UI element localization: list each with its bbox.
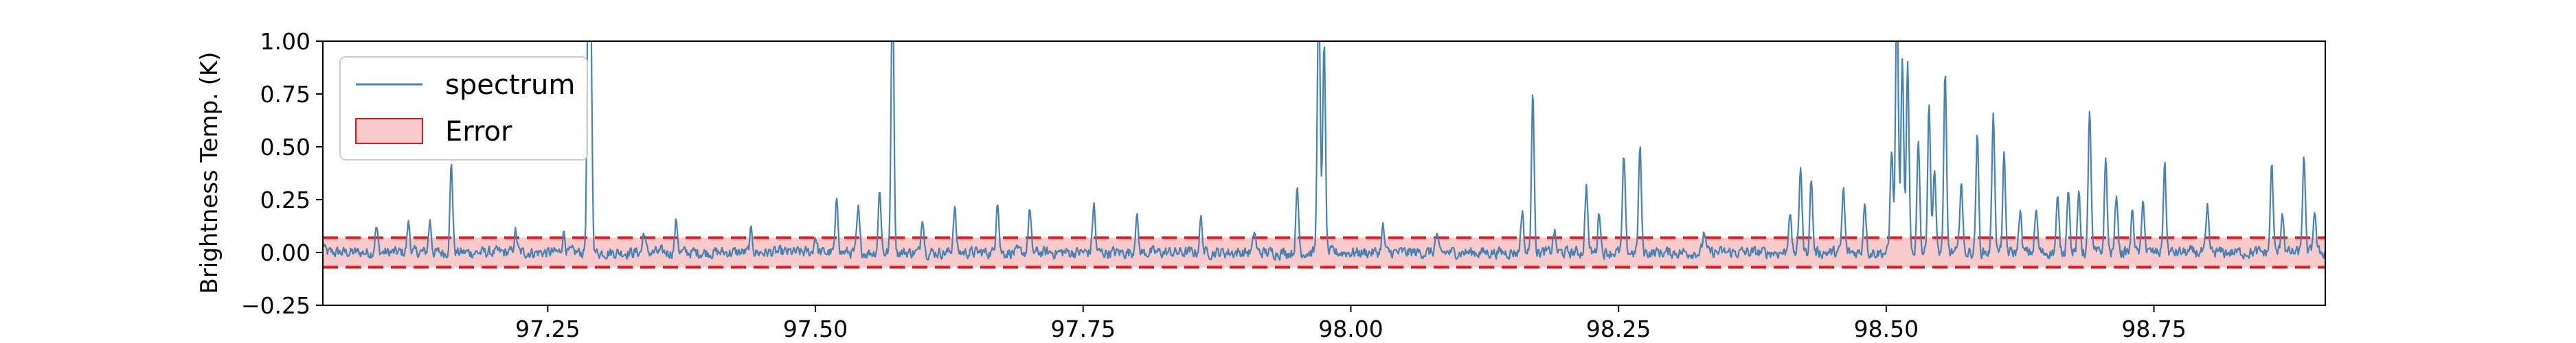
y-tick-label: 0.00 [260, 239, 310, 266]
legend: spectrum Error [339, 56, 588, 161]
legend-error-label: Error [445, 116, 512, 147]
x-tick-label: 98.75 [2121, 316, 2186, 342]
x-tick-label: 98.50 [1854, 316, 1919, 342]
y-axis: −0.25 0.00 0.25 0.50 0.75 1.00 [241, 28, 323, 319]
x-axis: 97.25 97.50 97.75 98.00 98.25 98.50 98.75 [515, 305, 2187, 342]
y-tick-label: 0.50 [260, 134, 310, 161]
y-tick-label: 0.25 [260, 187, 310, 213]
error-band [323, 236, 2325, 269]
y-tick-label: 1.00 [260, 28, 310, 55]
y-tick-label: −0.25 [241, 292, 310, 319]
x-tick-label: 97.50 [783, 316, 848, 342]
plot-frame [322, 40, 2326, 306]
y-tick-label: 0.75 [260, 81, 310, 108]
x-tick-label: 97.75 [1051, 316, 1116, 342]
x-tick-label: 97.25 [515, 316, 580, 342]
x-tick-label: 98.25 [1586, 316, 1651, 342]
spectrum-line [323, 41, 2325, 261]
legend-spectrum-label: spectrum [445, 69, 575, 101]
error-band-fill [323, 237, 2325, 268]
x-tick-label: 98.00 [1318, 316, 1383, 342]
y-axis-label: Brightness Temp. (K) [196, 52, 223, 294]
legend-error-swatch [355, 118, 423, 144]
